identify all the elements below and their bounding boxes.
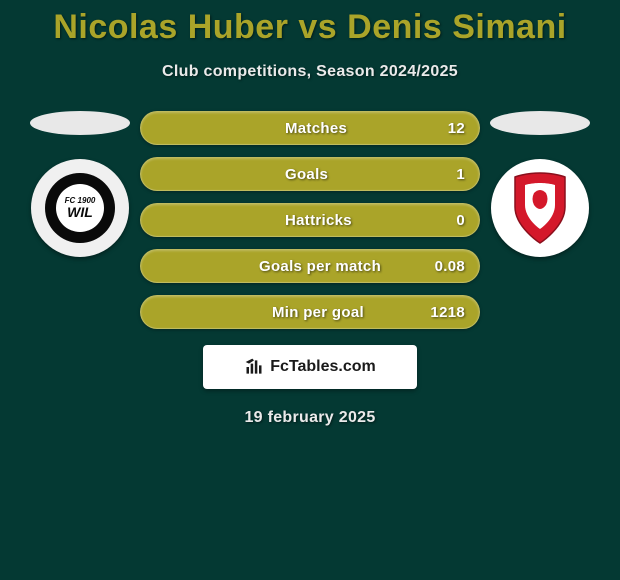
stat-row-goals: Goals 1	[140, 157, 480, 191]
stat-value-right: 1	[456, 166, 479, 183]
stat-row-min-per-goal: Min per goal 1218	[140, 295, 480, 329]
stat-row-hattricks: Hattricks 0	[140, 203, 480, 237]
right-column	[480, 111, 600, 329]
player-a-avatar	[30, 111, 130, 135]
stat-label: Matches	[285, 120, 347, 137]
player-b-avatar	[490, 111, 590, 135]
stat-label: Goals	[285, 166, 328, 183]
footer-date: 19 february 2025	[0, 409, 620, 427]
stat-value-right: 1218	[430, 304, 479, 321]
bar-chart-icon	[244, 357, 264, 377]
stat-value-right: 0	[456, 212, 479, 229]
comparison-region: FC 1900 WIL Matches 12 Goals 1 Hattricks…	[0, 111, 620, 329]
stat-label: Goals per match	[259, 258, 381, 275]
brand-badge[interactable]: FcTables.com	[203, 345, 417, 389]
stat-label: Min per goal	[272, 304, 364, 321]
subtitle: Club competitions, Season 2024/2025	[0, 63, 620, 81]
crest-inner-icon: FC 1900 WIL	[56, 184, 104, 232]
brand-text: FcTables.com	[270, 358, 376, 376]
stat-row-goals-per-match: Goals per match 0.08	[140, 249, 480, 283]
fc-wil-crest: FC 1900 WIL	[31, 159, 129, 257]
fc-vaduz-crest	[491, 159, 589, 257]
stat-row-matches: Matches 12	[140, 111, 480, 145]
stat-label: Hattricks	[285, 212, 352, 229]
stat-value-right: 12	[448, 120, 479, 137]
crest-ring-icon: FC 1900 WIL	[45, 173, 115, 243]
left-column: FC 1900 WIL	[20, 111, 140, 329]
player-a-name: Nicolas Huber	[53, 8, 288, 46]
page-title: Nicolas Huber vs Denis Simani	[0, 0, 620, 47]
shield-icon	[505, 169, 575, 247]
player-b-name: Denis Simani	[347, 8, 567, 46]
crest-left-line2: WIL	[65, 205, 96, 219]
stat-value-right: 0.08	[435, 258, 479, 275]
stat-bars: Matches 12 Goals 1 Hattricks 0 Goals per…	[140, 111, 480, 329]
vs-separator: vs	[298, 8, 337, 46]
